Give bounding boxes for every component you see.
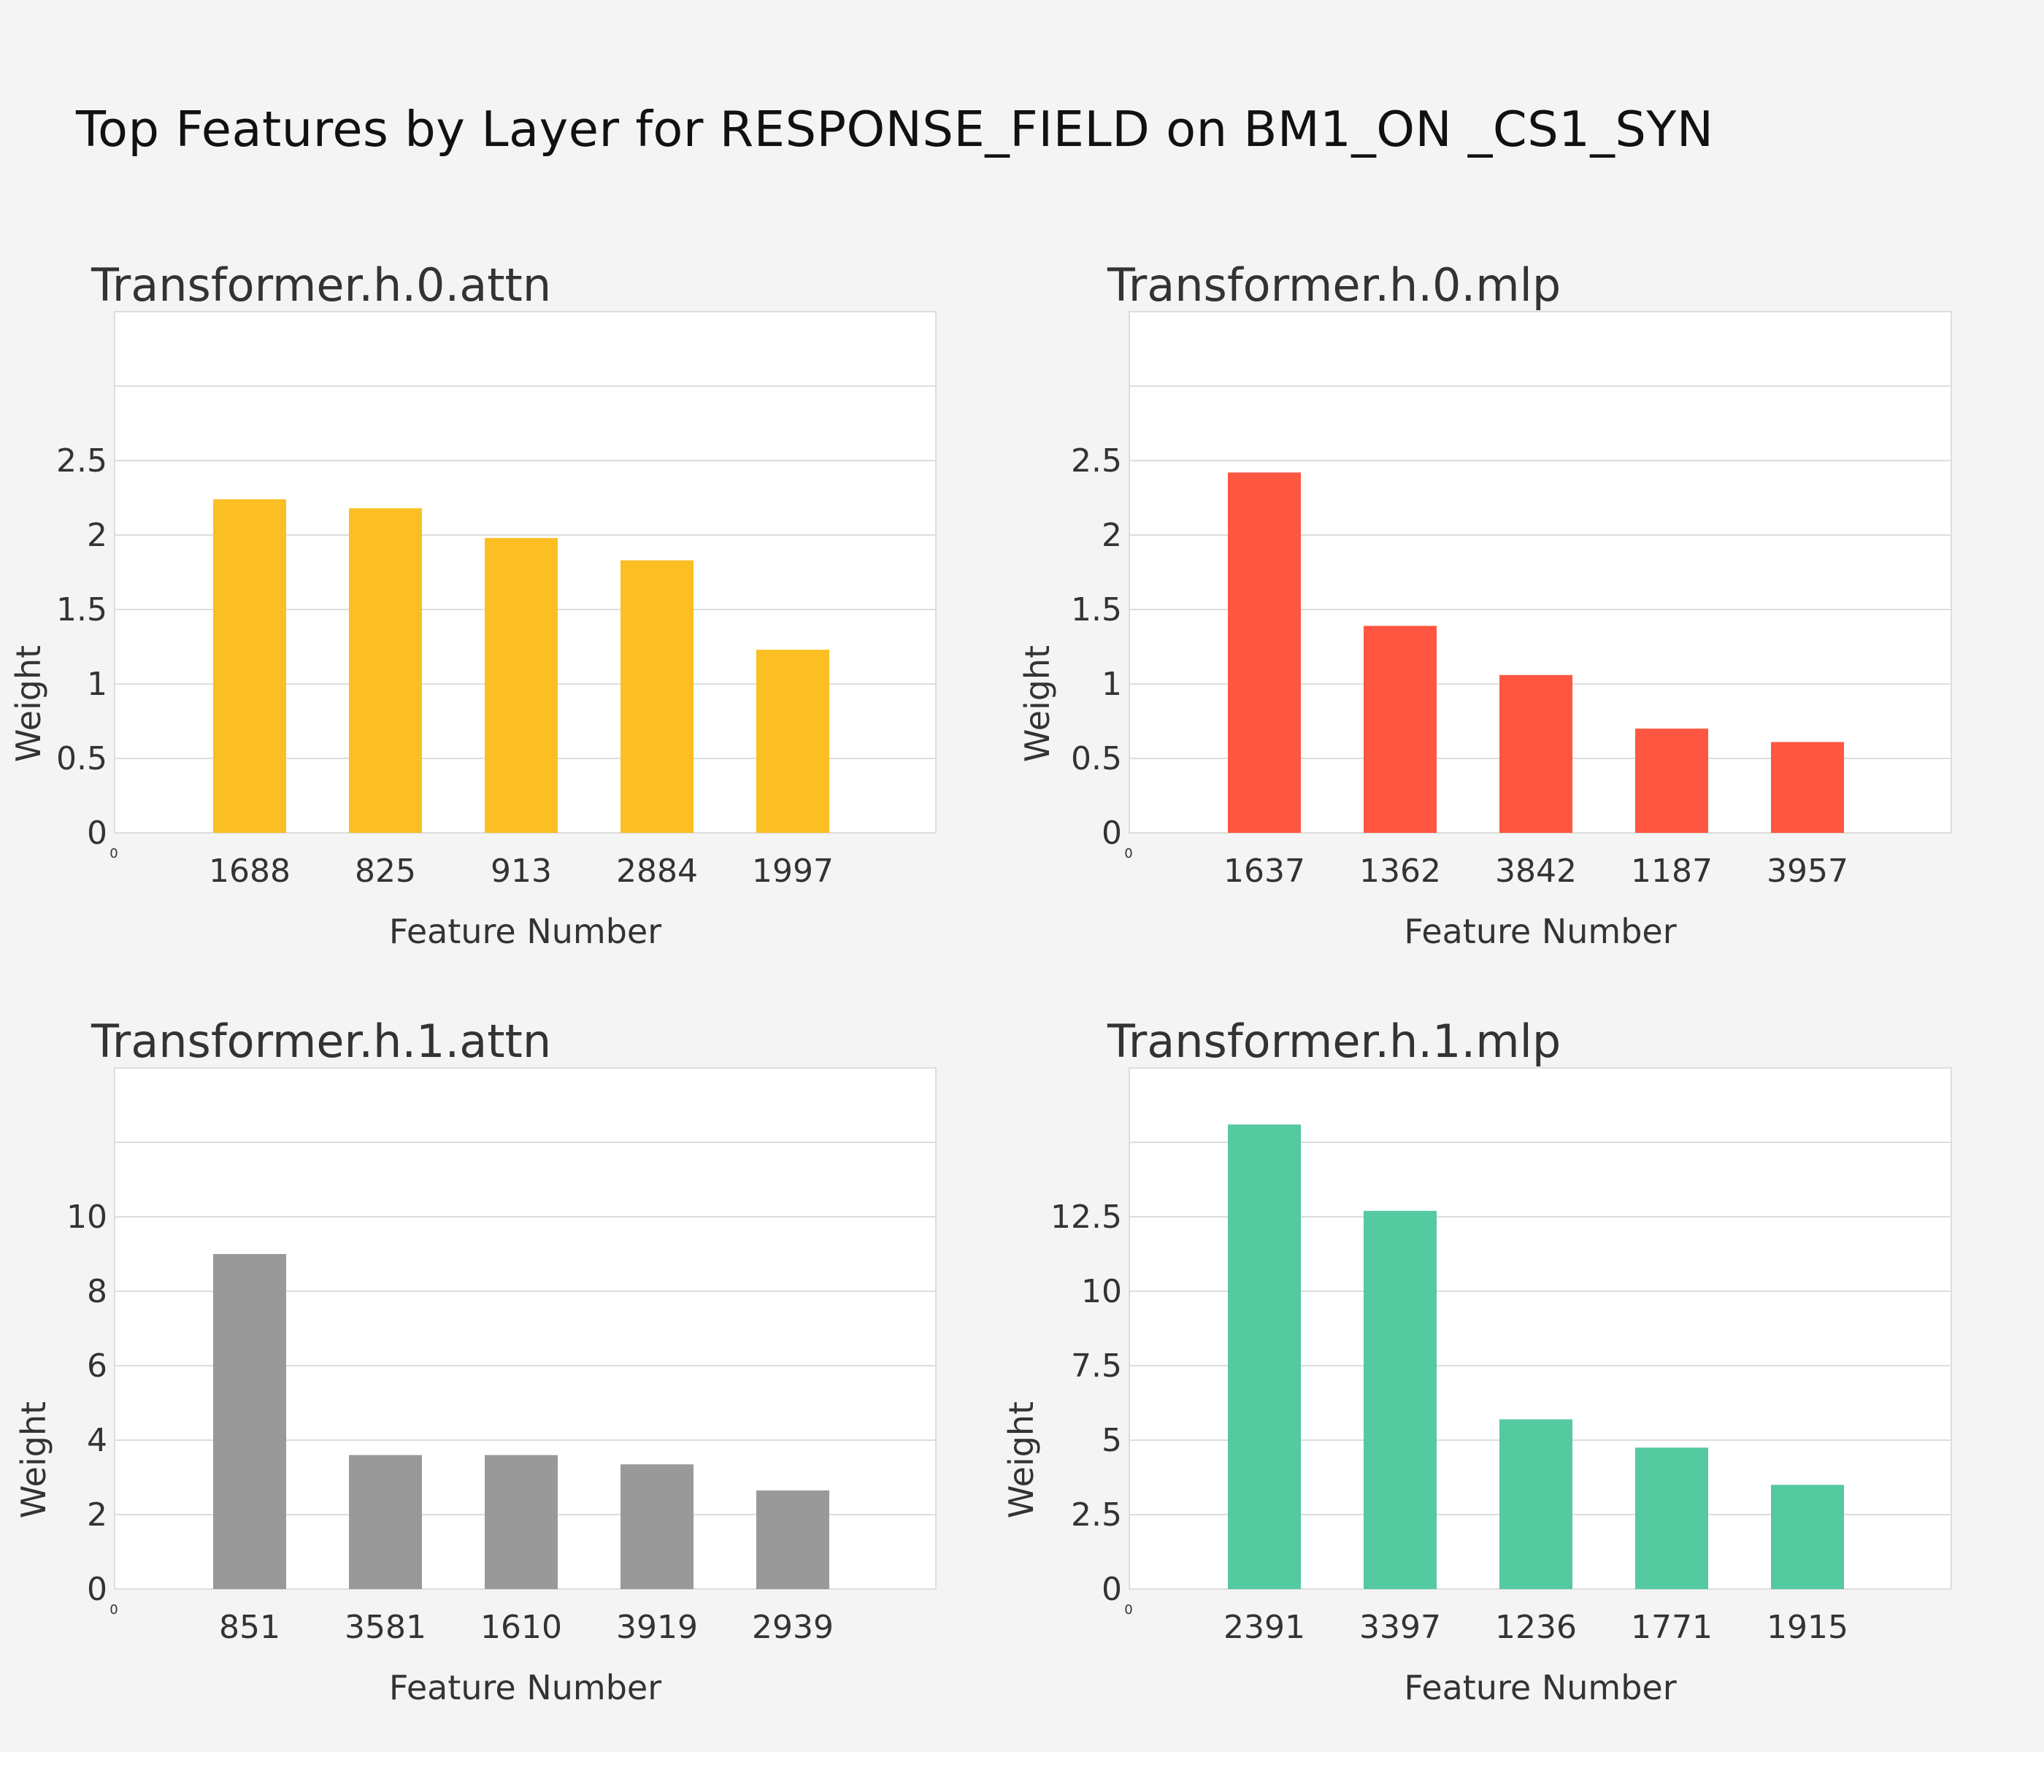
figure-title: Top Features by Layer for RESPONSE_FIELD…	[76, 101, 1714, 158]
x-tick-label: 1362	[1359, 853, 1441, 890]
x-axis-label: Feature Number	[389, 1668, 661, 1707]
y-tick-label: 0	[1102, 1571, 1122, 1608]
y-axis-label: Weight	[14, 1401, 53, 1518]
y-tick-label: 0	[87, 815, 107, 852]
y-tick-label: 2.5	[1071, 442, 1122, 480]
x-tick-label: 1771	[1631, 1609, 1713, 1646]
x-tick-label: 2391	[1223, 1609, 1305, 1646]
chart-panel-3: 0 2 4 6 8 10 0 851 3581 1610 3919 2939 Transformer.h…	[14, 1015, 937, 1707]
origin-label: 0	[110, 846, 118, 861]
y-tick-label: 0.5	[56, 740, 107, 777]
y-tick-label: 2.5	[56, 442, 107, 480]
x-tick-label: 2939	[752, 1609, 834, 1646]
y-tick-label: 4	[87, 1422, 107, 1459]
bar-1362[interactable]	[1364, 626, 1437, 833]
x-axis-label: Feature Number	[1404, 912, 1676, 951]
x-tick-label: 913	[491, 853, 552, 890]
bar-1771[interactable]	[1635, 1447, 1708, 1589]
x-tick-label: 851	[219, 1609, 280, 1646]
panel-title: Transformer.h.0.attn	[91, 258, 551, 312]
panel-title: Transformer.h.1.attn	[91, 1015, 551, 1068]
x-tick-label: 1637	[1223, 853, 1305, 890]
chart-panel-2: 0 0.5 1 1.5 2 2.5 0 1637 1362 3842 1187 3957 Transfo…	[1018, 258, 1952, 951]
y-tick-label: 7.5	[1071, 1347, 1122, 1385]
x-tick-label: 3957	[1767, 853, 1848, 890]
chart-panel-4: 0 2.5 5 7.5 10 12.5 0 2391 3397 1236 1771 1915 Trans…	[1002, 1015, 1952, 1707]
x-tick-label: 1915	[1767, 1609, 1848, 1646]
bar-3842[interactable]	[1499, 674, 1572, 833]
x-tick-label: 1187	[1631, 853, 1713, 890]
bar-913[interactable]	[485, 538, 558, 833]
origin-label: 0	[1124, 846, 1132, 861]
bar-3397[interactable]	[1364, 1210, 1437, 1589]
y-tick-label: 1	[87, 666, 107, 703]
y-tick-label: 2	[1102, 517, 1122, 554]
x-axis-label: Feature Number	[389, 912, 661, 951]
x-tick-label: 3842	[1495, 853, 1577, 890]
y-axis-label: Weight	[9, 645, 48, 762]
bar-2884[interactable]	[620, 560, 694, 833]
bar-3581[interactable]	[349, 1455, 422, 1589]
x-tick-label: 1688	[209, 853, 291, 890]
origin-label: 0	[1124, 1602, 1132, 1618]
x-axis-label: Feature Number	[1404, 1668, 1676, 1707]
x-tick-label: 3581	[345, 1609, 426, 1646]
y-axis-label: Weight	[1018, 645, 1057, 762]
bar-1610[interactable]	[485, 1455, 558, 1589]
bar-851[interactable]	[213, 1254, 286, 1589]
x-tick-label: 3919	[616, 1609, 698, 1646]
x-tick-label: 3397	[1359, 1609, 1441, 1646]
y-tick-label: 0.5	[1071, 740, 1122, 777]
bar-1915[interactable]	[1771, 1485, 1844, 1589]
y-tick-label: 12.5	[1050, 1199, 1122, 1236]
y-tick-label: 2	[87, 1496, 107, 1534]
x-tick-label: 2884	[616, 853, 698, 890]
y-tick-label: 0	[87, 1571, 107, 1608]
y-tick-label: 2.5	[1071, 1496, 1122, 1534]
y-axis-label: Weight	[1002, 1401, 1041, 1518]
bar-1236[interactable]	[1499, 1419, 1572, 1589]
y-tick-label: 1.5	[1071, 591, 1122, 628]
y-tick-label: 8	[87, 1273, 107, 1310]
chart-panel-1: 0 0.5 1 1.5 2 2.5 0 1688 825 913 2884 1997 Transform…	[9, 258, 937, 951]
y-tick-label: 10	[1081, 1273, 1122, 1310]
origin-label: 0	[110, 1602, 118, 1618]
y-tick-label: 0	[1102, 815, 1122, 852]
bar-1637[interactable]	[1228, 472, 1301, 833]
y-tick-label: 1.5	[56, 591, 107, 628]
bar-1688[interactable]	[213, 499, 286, 833]
y-tick-label: 2	[87, 517, 107, 554]
bar-825[interactable]	[349, 508, 422, 833]
x-tick-label: 825	[355, 853, 416, 890]
panel-title: Transformer.h.1.mlp	[1107, 1015, 1561, 1068]
bar-3957[interactable]	[1771, 742, 1844, 833]
bar-3919[interactable]	[620, 1464, 694, 1589]
x-tick-label: 1236	[1495, 1609, 1577, 1646]
y-tick-label: 6	[87, 1347, 107, 1385]
bar-1997[interactable]	[756, 650, 829, 833]
x-tick-label: 1610	[480, 1609, 562, 1646]
bar-1187[interactable]	[1635, 728, 1708, 833]
y-tick-label: 10	[66, 1199, 107, 1236]
panel-title: Transformer.h.0.mlp	[1107, 258, 1561, 312]
y-tick-label: 5	[1102, 1422, 1122, 1459]
y-tick-label: 1	[1102, 666, 1122, 703]
bar-2939[interactable]	[756, 1490, 829, 1589]
bar-2391[interactable]	[1228, 1124, 1301, 1589]
x-tick-label: 1997	[752, 853, 834, 890]
